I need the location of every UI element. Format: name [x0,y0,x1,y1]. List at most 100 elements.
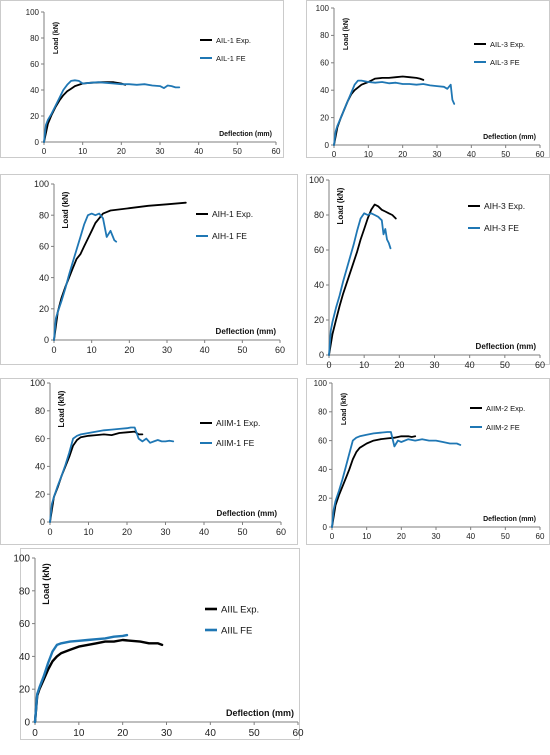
x-tick-label: 60 [536,532,545,541]
x-axis-title: Deflection (mm) [476,342,537,351]
x-tick-label: 40 [465,360,475,370]
legend-label: AIH-1 FE [212,231,247,241]
x-tick-label: 30 [429,360,439,370]
series-line-fe [49,426,175,523]
chart-2: 0 10 20 30 40 50 60 0 20 40 60 80 100 Load (kN) Deflec… [306,0,550,159]
x-tick-label: 20 [117,728,129,739]
y-tick-label: 100 [34,179,49,189]
y-tick-label: 20 [318,494,327,503]
legend-label: AIIL Exp. [221,605,259,616]
x-tick-label: 30 [160,527,170,537]
x-axis-title: Deflection (mm) [483,516,536,523]
x-tick-label: 10 [83,527,93,537]
x-tick-label: 40 [199,527,209,537]
x-tick-label: 10 [364,150,373,159]
chart-5: 0 10 20 30 40 50 60 0 20 40 60 80 100 Load (kN) Deflec… [0,378,298,545]
y-tick-label: 60 [318,436,327,445]
x-tick-label: 40 [205,728,217,739]
x-tick-label: 30 [432,532,441,541]
chart-frame [306,0,550,158]
y-tick-label: 0 [24,718,30,729]
legend-label: AIIM-2 Exp. [486,404,525,413]
x-tick-label: 10 [78,147,87,156]
series-line-exp [331,435,417,528]
y-tick-label: 40 [30,86,39,95]
y-tick-label: 80 [30,34,39,43]
y-tick-label: 0 [44,335,49,345]
x-tick-label: 30 [161,728,173,739]
x-tick-label: 20 [398,150,407,159]
x-tick-label: 20 [124,345,134,355]
x-tick-label: 60 [536,150,545,159]
y-axis-title: Load (kN) [53,22,60,54]
y-tick-label: 0 [319,350,324,360]
x-tick-label: 50 [249,728,261,739]
y-tick-label: 100 [30,378,45,388]
legend-label: AIH-1 Exp. [212,209,253,219]
chart-6: 0 10 20 30 40 50 60 0 20 40 60 80 100 Load (kN) Deflec… [306,378,550,545]
x-axis-title: Deflection (mm) [483,134,536,141]
x-tick-label: 10 [87,345,97,355]
x-tick-label: 20 [397,532,406,541]
x-tick-label: 10 [359,360,369,370]
y-tick-label: 0 [323,523,328,532]
y-tick-label: 80 [318,408,327,417]
x-tick-label: 40 [467,150,476,159]
y-tick-label: 60 [314,245,324,255]
x-tick-label: 20 [117,147,126,156]
x-tick-label: 0 [42,147,47,156]
x-tick-label: 10 [73,728,85,739]
chart-7: 0 10 20 30 40 50 60 0 20 40 60 80 100 Load (kN) Deflec… [13,548,304,740]
y-tick-label: 60 [19,619,31,630]
y-tick-label: 20 [39,304,49,314]
series-line-fe [333,79,456,146]
y-tick-label: 20 [19,685,31,696]
y-tick-label: 80 [39,210,49,220]
series-line-exp [328,203,397,356]
y-tick-label: 100 [314,379,328,388]
legend-label: AIIL FE [221,626,252,637]
x-tick-label: 50 [237,345,247,355]
y-tick-label: 40 [314,280,324,290]
y-axis-title: Load (kN) [336,187,345,224]
legend-label: AIIM-1 Exp. [216,418,260,428]
x-tick-label: 60 [276,527,286,537]
x-tick-label: 50 [233,147,242,156]
series-line-fe [328,212,392,356]
x-tick-label: 0 [47,527,52,537]
legend-label: AIH-3 FE [484,223,519,233]
legend-label: AIL-1 Exp. [216,36,251,45]
y-tick-label: 60 [30,60,39,69]
y-tick-label: 40 [39,273,49,283]
y-tick-label: 80 [320,31,329,40]
x-tick-label: 30 [156,147,165,156]
x-tick-label: 0 [51,345,56,355]
series-line-fe [43,79,181,143]
legend-label: AIL-3 Exp. [490,40,525,49]
y-tick-label: 80 [19,586,31,597]
x-tick-label: 50 [501,532,510,541]
x-tick-label: 60 [272,147,281,156]
y-tick-label: 40 [318,465,327,474]
x-tick-label: 20 [394,360,404,370]
x-tick-label: 0 [330,532,335,541]
x-axis-title: Deflection (mm) [226,708,294,718]
chart-3: 0 10 20 30 40 50 60 0 20 40 60 80 100 Load (kN) Deflec… [0,174,298,365]
chart-4: 0 10 20 30 40 50 60 0 20 40 60 80 100 Load (kN) Deflec… [306,174,550,370]
y-tick-label: 80 [35,406,45,416]
x-tick-label: 0 [332,150,337,159]
y-tick-label: 0 [35,138,40,147]
y-tick-label: 60 [320,59,329,68]
chart-frame [0,0,284,158]
chart-1: 0 10 20 30 40 50 60 0 20 40 60 80 100 Load (kN) Deflec… [0,0,284,158]
y-tick-label: 40 [320,86,329,95]
x-tick-label: 10 [362,532,371,541]
x-tick-label: 50 [237,527,247,537]
y-tick-label: 40 [19,652,31,663]
y-tick-label: 100 [309,175,324,185]
x-tick-label: 60 [535,360,545,370]
y-tick-label: 40 [35,462,45,472]
legend-label: AIL-3 FE [490,58,520,67]
y-tick-label: 60 [39,242,49,252]
